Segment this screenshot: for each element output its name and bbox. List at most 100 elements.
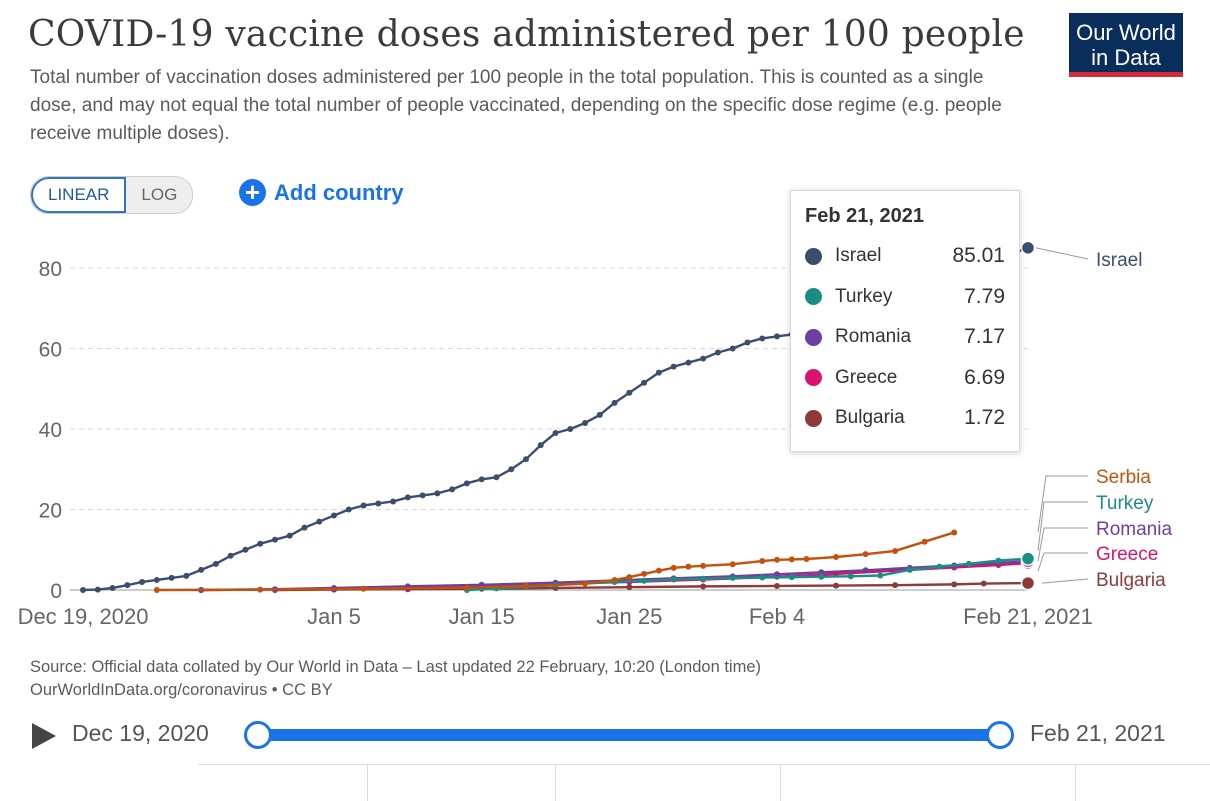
data-point[interactable] — [670, 564, 677, 571]
data-point[interactable] — [582, 580, 589, 587]
data-point[interactable] — [759, 558, 766, 565]
series-end-label-serbia[interactable]: Serbia — [1037, 467, 1151, 533]
data-point[interactable] — [390, 498, 397, 505]
data-point[interactable] — [522, 456, 529, 463]
data-point[interactable] — [1020, 240, 1036, 256]
data-point[interactable] — [345, 506, 352, 513]
data-point[interactable] — [773, 333, 780, 340]
data-point[interactable] — [847, 573, 854, 580]
data-point[interactable] — [94, 586, 101, 593]
data-point[interactable] — [641, 577, 648, 584]
data-point[interactable] — [818, 569, 825, 576]
tab-placeholder[interactable] — [368, 765, 556, 801]
data-point[interactable] — [626, 584, 633, 591]
timeline-end-handle[interactable] — [986, 721, 1014, 749]
data-point[interactable] — [936, 563, 943, 570]
data-point[interactable] — [567, 426, 574, 432]
data-point[interactable] — [818, 573, 825, 580]
data-point[interactable] — [153, 576, 160, 583]
data-point[interactable] — [906, 566, 913, 573]
data-point[interactable] — [729, 561, 736, 568]
timeline-start-handle[interactable] — [244, 721, 272, 749]
data-point[interactable] — [685, 359, 692, 366]
data-point[interactable] — [522, 582, 529, 589]
data-point[interactable] — [655, 369, 662, 376]
data-point[interactable] — [611, 576, 618, 583]
data-point[interactable] — [257, 586, 264, 593]
data-point[interactable] — [700, 583, 707, 590]
data-point[interactable] — [921, 538, 928, 545]
data-point[interactable] — [862, 551, 869, 558]
data-point[interactable] — [833, 553, 840, 560]
data-point[interactable] — [582, 419, 589, 426]
data-point[interactable] — [626, 389, 633, 396]
data-point[interactable] — [493, 474, 500, 481]
series-end-label-turkey[interactable]: Turkey — [1037, 493, 1154, 551]
data-point[interactable] — [641, 379, 648, 386]
data-point[interactable] — [168, 574, 175, 581]
data-point[interactable] — [80, 587, 86, 593]
data-point[interactable] — [700, 575, 707, 582]
data-point[interactable] — [892, 547, 899, 554]
tab-placeholder[interactable] — [556, 765, 781, 801]
data-point[interactable] — [227, 552, 234, 559]
data-point[interactable] — [773, 571, 780, 578]
data-point[interactable] — [449, 486, 456, 493]
source-line-2[interactable]: OurWorldInData.org/coronavirus • CC BY — [30, 681, 333, 699]
data-point[interactable] — [242, 546, 249, 553]
data-point[interactable] — [803, 556, 810, 563]
data-point[interactable] — [641, 570, 648, 577]
data-point[interactable] — [951, 529, 958, 536]
data-point[interactable] — [360, 502, 367, 509]
data-point[interactable] — [965, 560, 972, 567]
data-point[interactable] — [714, 349, 721, 356]
data-point[interactable] — [153, 587, 160, 593]
timeline-track[interactable] — [258, 729, 1000, 741]
data-point[interactable] — [124, 582, 131, 589]
data-point[interactable] — [404, 494, 411, 501]
data-point[interactable] — [670, 363, 677, 370]
data-point[interactable] — [316, 518, 323, 525]
data-point[interactable] — [463, 584, 470, 591]
data-point[interactable] — [773, 582, 780, 589]
data-point[interactable] — [331, 512, 338, 519]
data-point[interactable] — [773, 556, 780, 563]
data-point[interactable] — [360, 585, 367, 592]
data-point[interactable] — [759, 335, 766, 342]
data-point[interactable] — [257, 540, 264, 547]
tab-placeholder[interactable] — [198, 765, 368, 801]
series-end-label-israel[interactable]: Israel — [1035, 247, 1142, 271]
data-point[interactable] — [301, 524, 308, 531]
series-line-israel[interactable] — [82, 333, 792, 592]
data-point[interactable] — [670, 576, 677, 583]
tab-placeholder[interactable] — [781, 765, 1076, 801]
data-point[interactable] — [788, 556, 795, 563]
data-point[interactable] — [877, 572, 884, 579]
data-point[interactable] — [980, 580, 987, 587]
series-end-label-romania[interactable]: Romania — [1037, 519, 1172, 562]
linear-scale-button[interactable]: LINEAR — [31, 177, 127, 213]
series-end-label-greece[interactable]: Greece — [1037, 544, 1158, 572]
data-point[interactable] — [508, 466, 515, 473]
data-point[interactable] — [833, 582, 840, 589]
data-point[interactable] — [729, 345, 736, 352]
data-point[interactable] — [419, 492, 426, 499]
data-point[interactable] — [951, 581, 958, 588]
data-point[interactable] — [198, 566, 205, 573]
data-point[interactable] — [271, 536, 278, 543]
series-end-label-bulgaria[interactable]: Bulgaria — [1041, 570, 1166, 591]
data-point[interactable] — [655, 567, 662, 574]
data-point[interactable] — [729, 574, 736, 581]
data-point[interactable] — [1020, 551, 1036, 566]
data-point[interactable] — [788, 574, 795, 581]
data-point[interactable] — [212, 560, 219, 567]
data-point[interactable] — [862, 567, 869, 574]
play-icon[interactable] — [32, 723, 56, 749]
data-point[interactable] — [537, 442, 544, 449]
data-point[interactable] — [109, 584, 116, 591]
data-point[interactable] — [552, 430, 559, 437]
data-point[interactable] — [596, 411, 603, 418]
data-point[interactable] — [139, 578, 146, 585]
data-point[interactable] — [700, 562, 707, 569]
data-point[interactable] — [1020, 575, 1036, 591]
